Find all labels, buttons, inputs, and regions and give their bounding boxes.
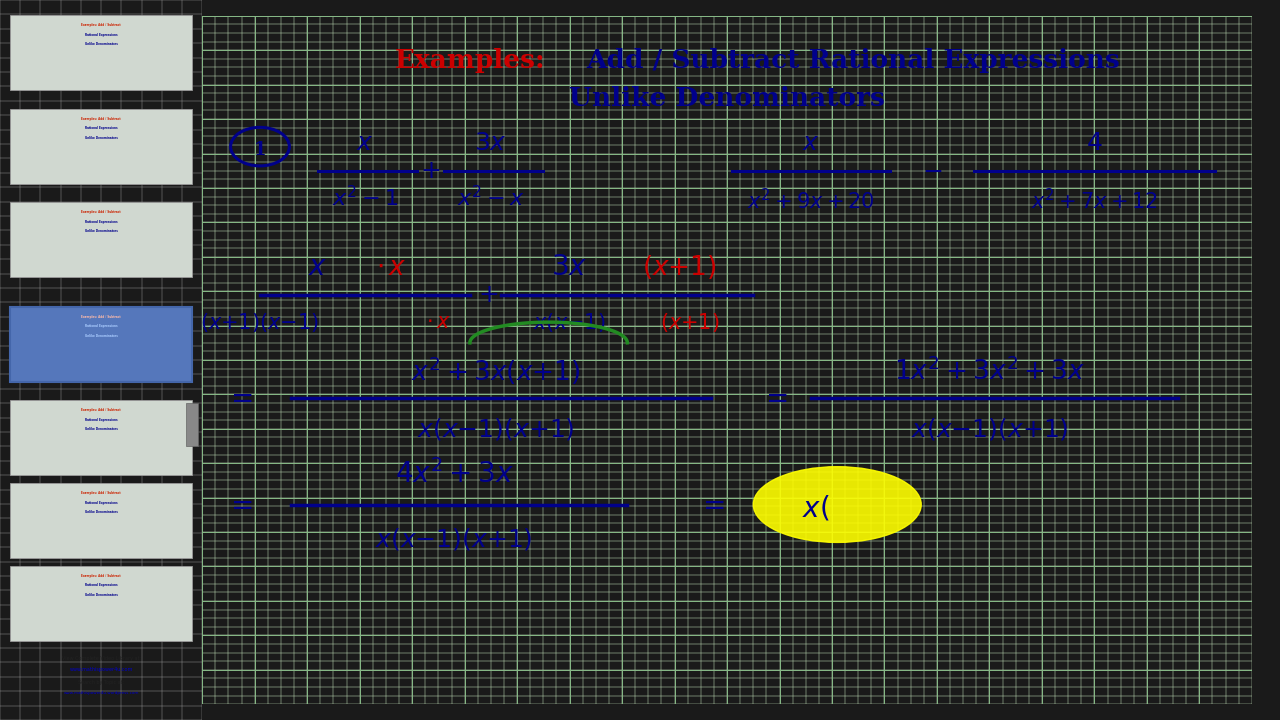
Text: Unlike Denominators: Unlike Denominators: [84, 593, 118, 597]
Text: $4x^2+3x$: $4x^2+3x$: [394, 459, 513, 489]
Text: Rational Expressions: Rational Expressions: [84, 324, 118, 328]
Text: $\cdot\,x$: $\cdot\,x$: [426, 312, 451, 332]
Text: Examples: Add / Subtract: Examples: Add / Subtract: [82, 23, 120, 27]
Text: $x(x{-}1)(x{+}1)$: $x(x{-}1)(x{+}1)$: [375, 526, 532, 552]
FancyBboxPatch shape: [10, 400, 192, 475]
Text: Rational Expressions: Rational Expressions: [84, 500, 118, 505]
FancyBboxPatch shape: [186, 403, 198, 446]
Text: $(x{+}1)$: $(x{+}1)$: [660, 310, 721, 333]
Text: Unlike Denominators: Unlike Denominators: [84, 333, 118, 338]
Text: Rational Expressions: Rational Expressions: [84, 220, 118, 224]
Text: Examples: Add / Subtract: Examples: Add / Subtract: [82, 491, 120, 495]
Text: $x^2-1$: $x^2-1$: [332, 186, 398, 211]
Text: $x(x{-}1)(x{+}1)$: $x(x{-}1)(x{+}1)$: [910, 416, 1069, 442]
Text: $x(x{-}1)(x{+}1)$: $x(x{-}1)(x{+}1)$: [417, 416, 575, 442]
Text: $x$: $x$: [803, 131, 819, 156]
Text: Search by Topic at:: Search by Topic at:: [78, 680, 124, 685]
Text: $=$: $=$: [225, 491, 253, 518]
FancyBboxPatch shape: [10, 307, 192, 382]
Text: Examples: Add / Subtract: Examples: Add / Subtract: [82, 210, 120, 215]
Ellipse shape: [753, 467, 922, 542]
Text: $=$: $=$: [760, 384, 788, 411]
Text: Rational Expressions: Rational Expressions: [84, 32, 118, 37]
Text: $+$: $+$: [420, 158, 440, 183]
Text: $3x$: $3x$: [475, 131, 507, 156]
Text: $x$: $x$: [356, 131, 374, 156]
FancyBboxPatch shape: [10, 15, 192, 90]
Text: Unlike Denominators: Unlike Denominators: [84, 229, 118, 233]
Text: 1: 1: [253, 141, 266, 159]
Text: $x^2-x$: $x^2-x$: [457, 186, 525, 211]
Text: Examples:: Examples:: [394, 48, 545, 73]
Text: $x^2+7x+12$: $x^2+7x+12$: [1030, 188, 1158, 213]
Text: $x^2+3x(x{+}1)$: $x^2+3x(x{+}1)$: [411, 354, 581, 387]
Text: Rational Expressions: Rational Expressions: [84, 583, 118, 588]
Text: Unlike Denominators: Unlike Denominators: [84, 135, 118, 140]
Text: Unlike Denominators: Unlike Denominators: [84, 427, 118, 431]
Text: Add / Subtract Rational Expressions: Add / Subtract Rational Expressions: [586, 48, 1120, 73]
Text: Rational Expressions: Rational Expressions: [84, 418, 118, 422]
Text: $(x{+}1)(x{-}1)$: $(x{+}1)(x{-}1)$: [201, 310, 320, 333]
Text: www.mathispower4u.com: www.mathispower4u.com: [69, 667, 133, 672]
Text: $x^2+9x+20$: $x^2+9x+20$: [748, 188, 876, 213]
Text: Unlike Denominators: Unlike Denominators: [84, 42, 118, 46]
Text: $x($: $x($: [803, 493, 831, 523]
FancyBboxPatch shape: [10, 109, 192, 184]
FancyBboxPatch shape: [10, 566, 192, 641]
FancyBboxPatch shape: [10, 483, 192, 558]
Text: $3x$: $3x$: [552, 253, 588, 281]
Text: www.mathispower4u.wordpress.com: www.mathispower4u.wordpress.com: [64, 691, 138, 696]
Text: Examples: Add / Subtract: Examples: Add / Subtract: [82, 408, 120, 413]
Text: Examples: Add / Subtract: Examples: Add / Subtract: [82, 315, 120, 319]
Text: $=$: $=$: [698, 491, 726, 518]
Text: Unlike Denominators: Unlike Denominators: [84, 510, 118, 514]
Text: Rational Expressions: Rational Expressions: [84, 126, 118, 130]
Text: $x$: $x$: [308, 253, 328, 281]
Text: $-$: $-$: [922, 158, 942, 183]
Text: View Complete Video Library at:: View Complete Video Library at:: [61, 657, 141, 661]
Text: $1x^2+3x^2+3x$: $1x^2+3x^2+3x$: [893, 356, 1085, 384]
Text: Examples: Add / Subtract: Examples: Add / Subtract: [82, 117, 120, 121]
FancyBboxPatch shape: [10, 202, 192, 277]
Text: Unlike Denominators: Unlike Denominators: [570, 86, 884, 111]
Text: $x(x{-}1)$: $x(x{-}1)$: [534, 310, 605, 333]
Text: $+$: $+$: [477, 283, 498, 307]
Text: $4$: $4$: [1087, 131, 1102, 156]
Text: $\cdot\, x$: $\cdot\, x$: [376, 255, 407, 279]
Text: $=$: $=$: [225, 384, 253, 411]
Text: Examples: Add / Subtract: Examples: Add / Subtract: [82, 574, 120, 578]
Text: $(x{+}1)$: $(x{+}1)$: [643, 253, 717, 281]
